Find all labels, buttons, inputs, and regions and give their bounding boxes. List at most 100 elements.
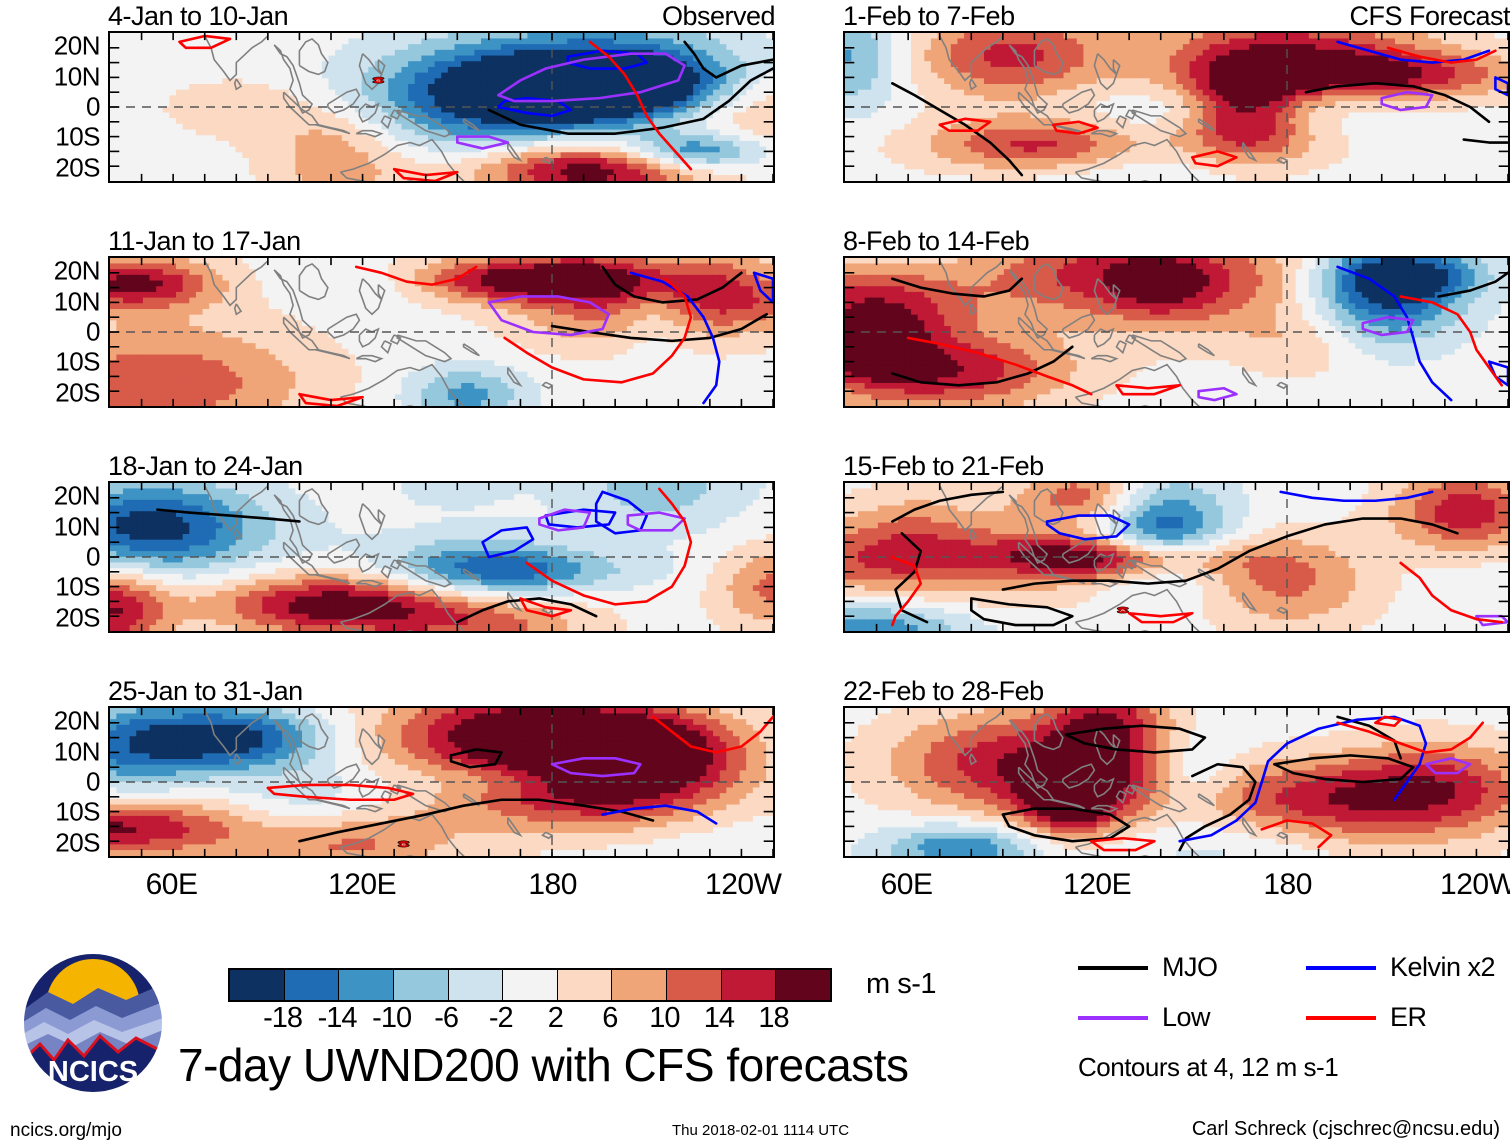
figure-title: 7-day UWND200 with CFS forecasts bbox=[178, 1038, 909, 1092]
chart-panel: 8-Feb to 14-Feb bbox=[843, 226, 1510, 408]
map-plot-area: 6 bbox=[108, 31, 775, 183]
logo-label: NCICS bbox=[48, 1056, 138, 1088]
contour-er bbox=[653, 717, 773, 753]
y-axis-tick-label: 20N bbox=[54, 481, 101, 512]
contour-er bbox=[505, 279, 691, 383]
footer-site-link[interactable]: ncics.org/mjo bbox=[10, 1120, 122, 1142]
contour-kelvin bbox=[631, 273, 719, 403]
colorbar-tick-label: -10 bbox=[372, 1002, 412, 1035]
chart-panel: 11-Jan to 17-Jan 20N 10N 0 10S 20S bbox=[54, 226, 775, 408]
contour-er bbox=[1091, 838, 1154, 850]
panel-title: 1-Feb to 7-Feb bbox=[843, 1, 1015, 32]
footer-timestamp: Thu 2018-02-01 1114 UTC bbox=[672, 1122, 849, 1139]
contour-kelvin bbox=[498, 98, 571, 116]
contour-low bbox=[1382, 92, 1433, 110]
map-plot-area: A bbox=[843, 481, 1510, 633]
contour-er bbox=[520, 598, 571, 616]
y-axis-tick-label: 10S bbox=[55, 572, 100, 603]
legend-item-mjo: MJO bbox=[1078, 952, 1218, 983]
contour-er bbox=[179, 36, 230, 48]
contour-kelvin bbox=[546, 510, 615, 528]
contour-mjo bbox=[1464, 140, 1508, 143]
colorbar-tick-label: -14 bbox=[318, 1002, 358, 1035]
contour-er bbox=[1338, 723, 1483, 753]
contour-kelvin bbox=[754, 273, 773, 303]
contour-mjo bbox=[299, 800, 653, 841]
contour-mjo bbox=[603, 267, 742, 303]
x-axis-tick-label: 120W bbox=[1440, 868, 1510, 902]
contour-low bbox=[1476, 616, 1508, 625]
x-axis-labels: 60E 120E 180 120W bbox=[108, 858, 782, 908]
contour-mjo bbox=[1306, 83, 1489, 121]
y-axis-tick-label: 20S bbox=[55, 602, 100, 633]
contour-er bbox=[1401, 296, 1502, 385]
contour-mjo bbox=[896, 533, 928, 622]
x-axis-tick-label: 120W bbox=[705, 868, 782, 902]
contour-legend: MJO Kelvin x2 Low ER bbox=[1078, 952, 1498, 1052]
y-axis-tick-label: 10S bbox=[55, 122, 100, 153]
colorbar-swatch bbox=[776, 970, 831, 1000]
y-axis-tick-label: 10N bbox=[54, 61, 101, 92]
contour-er bbox=[268, 785, 413, 800]
y-axis-tick-label: 0 bbox=[86, 92, 100, 123]
y-axis-tick-label: 20S bbox=[55, 827, 100, 858]
map-plot-area: 6 bbox=[108, 706, 775, 858]
contour-kelvin bbox=[596, 492, 647, 533]
map-plot-area bbox=[843, 256, 1510, 408]
panel-grid: 4-Jan to 10-Jan Observed 20N 10N 0 10S 20S 6 11-… bbox=[54, 1, 1510, 901]
contour-er bbox=[299, 394, 362, 406]
chart-panel: 1-Feb to 7-Feb CFS Forecast bbox=[843, 1, 1510, 183]
y-axis-labels: 20N 10N 0 10S 20S bbox=[12, 481, 108, 633]
y-axis-tick-label: 10N bbox=[54, 286, 101, 317]
colorbar-swatch bbox=[667, 970, 722, 1000]
y-axis-tick-label: 0 bbox=[86, 542, 100, 573]
tropical-cyclone-icon: 6 bbox=[372, 76, 385, 84]
x-axis-tick-label: 120E bbox=[1063, 868, 1132, 902]
y-axis-tick-label: 10N bbox=[54, 736, 101, 767]
panel-header-label: Observed bbox=[662, 1, 776, 32]
anomaly-shading bbox=[110, 708, 773, 856]
contour-mjo bbox=[1180, 764, 1256, 850]
colorbar-tick-label: 2 bbox=[548, 1002, 564, 1035]
colorbar-ticklabels: -18 -14 -10 -6 -2 2 6 10 14 18 bbox=[228, 1002, 828, 1036]
x-axis-tick-label: 60E bbox=[146, 868, 198, 902]
colorbar-swatch bbox=[339, 970, 394, 1000]
contour-er bbox=[940, 119, 990, 131]
legend-label: Kelvin x2 bbox=[1390, 952, 1496, 983]
contour-mjo bbox=[971, 598, 1072, 625]
colorbar-swatch bbox=[284, 970, 340, 1000]
legend-item-er: ER bbox=[1306, 1002, 1427, 1033]
colorbar-swatch bbox=[612, 970, 668, 1000]
axis-ticks bbox=[845, 33, 1508, 181]
contour-low bbox=[552, 758, 640, 776]
anomaly-shading bbox=[110, 33, 773, 181]
axis-ticks bbox=[110, 708, 773, 856]
contour-er bbox=[527, 489, 691, 604]
legend-item-low: Low bbox=[1078, 1002, 1211, 1033]
anomaly-shading bbox=[845, 708, 1508, 856]
colorbar-tick-label: 18 bbox=[758, 1002, 789, 1035]
panel-title: 15-Feb to 21-Feb bbox=[843, 451, 1044, 482]
x-axis-tick-label: 180 bbox=[1263, 868, 1312, 902]
panel-title: 11-Jan to 17-Jan bbox=[108, 226, 301, 257]
chart-panel: 18-Jan to 24-Jan 20N 10N 0 10S 20S bbox=[54, 451, 775, 633]
panel-title: 22-Feb to 28-Feb bbox=[843, 676, 1044, 707]
contour-er bbox=[1129, 613, 1192, 622]
contour-er bbox=[394, 169, 457, 181]
axis-ticks bbox=[845, 483, 1508, 631]
panel-header-label: CFS Forecast bbox=[1349, 1, 1510, 32]
contour-mjo bbox=[1003, 809, 1129, 842]
ncics-logo: NCICS bbox=[18, 948, 168, 1098]
x-axis-tick-label: 180 bbox=[528, 868, 577, 902]
contour-mjo bbox=[489, 69, 773, 134]
contour-er bbox=[1116, 385, 1179, 394]
contour-low bbox=[1426, 758, 1470, 773]
contour-low bbox=[457, 137, 508, 149]
panel-title: 25-Jan to 31-Jan bbox=[108, 676, 303, 707]
contour-kelvin bbox=[1281, 492, 1433, 501]
colorbar bbox=[228, 968, 832, 1002]
x-axis-labels: 60E 120E 180 120W bbox=[843, 858, 1510, 908]
contour-er bbox=[1192, 151, 1236, 166]
colorbar-tick-label: 10 bbox=[649, 1002, 680, 1035]
contour-mjo bbox=[157, 510, 299, 522]
